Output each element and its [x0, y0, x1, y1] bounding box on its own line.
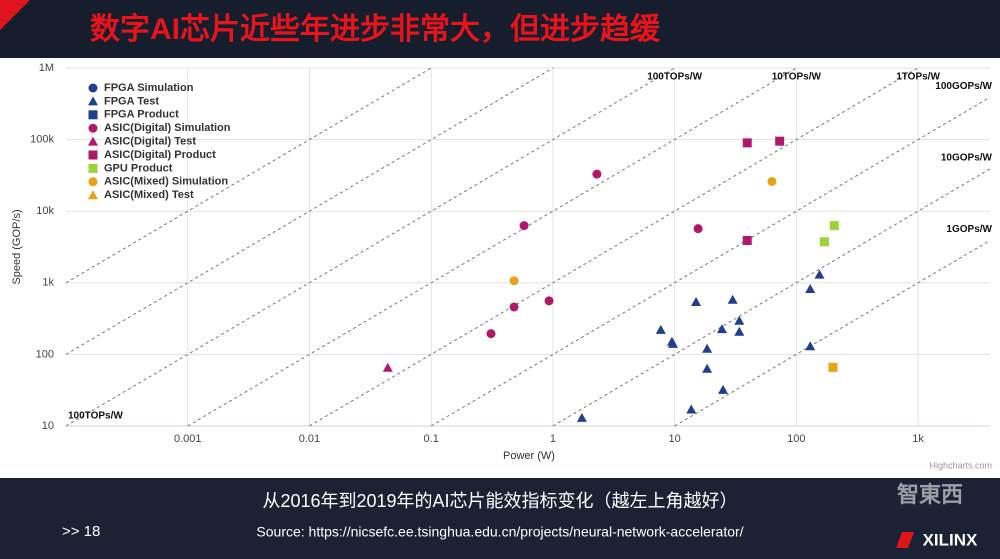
efficiency-line: [187, 67, 797, 427]
point: [544, 296, 554, 306]
point: [727, 294, 738, 304]
efficiency-label: 100TOPs/W: [647, 72, 702, 83]
logo-xilinx: XILINX: [923, 530, 978, 549]
legend-marker: [88, 163, 98, 173]
legend-label: ASIC(Mixed) Test: [104, 189, 194, 201]
point: [775, 136, 785, 146]
y-tick-label: 100: [36, 348, 54, 360]
efficiency-label: 1TOPs/W: [896, 72, 940, 83]
legend-label: GPU Product: [104, 162, 173, 174]
legend-label: FPGA Test: [104, 95, 159, 107]
point: [686, 404, 697, 414]
x-tick-label: 100: [787, 433, 805, 445]
point: [718, 384, 729, 394]
x-tick-label: 0.1: [424, 433, 439, 445]
point: [702, 363, 713, 373]
point: [592, 169, 602, 179]
point: [734, 315, 745, 325]
logo-mark: [896, 532, 914, 548]
bottom-band: [0, 478, 1000, 559]
credits: Highcharts.com: [929, 460, 992, 470]
point: [519, 221, 529, 231]
legend-label: FPGA Product: [104, 109, 179, 121]
x-axis-title: Power (W): [503, 450, 555, 462]
point: [734, 326, 745, 336]
efficiency-line: [65, 67, 554, 355]
y-tick-label: 1k: [42, 277, 54, 289]
legend-marker: [88, 136, 98, 146]
point: [829, 221, 839, 231]
top-band: [0, 0, 1000, 58]
point: [819, 237, 829, 247]
point: [576, 412, 587, 422]
efficiency-line: [65, 67, 432, 284]
legend-marker: [88, 83, 98, 93]
efficiency-label: 100GOPs/W: [935, 81, 992, 92]
chart-bg: [0, 58, 1000, 478]
efficiency-line: [674, 240, 991, 427]
x-tick-label: 0.001: [174, 433, 202, 445]
page-number: >> 18: [62, 523, 100, 540]
y-axis-title: Speed (GOP/s): [11, 209, 23, 284]
efficiency-label: 10GOPs/W: [941, 153, 993, 164]
legend-label: FPGA Simulation: [104, 82, 194, 94]
corner-accent: [0, 0, 30, 30]
x-tick-label: 1k: [912, 433, 924, 445]
point: [805, 283, 816, 293]
x-tick-label: 1: [550, 433, 556, 445]
caption: 从2016年到2019年的AI芯片能效指标变化（越左上角越好）: [262, 491, 737, 511]
point: [668, 338, 679, 348]
logo-cn: 智東西: [897, 482, 963, 507]
x-tick-label: 10: [668, 433, 680, 445]
legend-label: ASIC(Digital) Product: [104, 149, 216, 161]
point: [716, 324, 727, 334]
efficiency-line: [552, 168, 991, 427]
efficiency-line: [430, 96, 991, 427]
point: [702, 343, 713, 353]
point: [486, 329, 496, 339]
point: [655, 324, 666, 334]
legend-label: ASIC(Digital) Test: [104, 136, 196, 148]
legend-marker: [88, 110, 98, 120]
legend-marker: [88, 177, 98, 187]
efficiency-line: [65, 67, 675, 427]
slide-title: 数字AI芯片近些年进步非常大，但进步趋缓: [90, 12, 661, 46]
point: [742, 138, 752, 148]
efficiency-label: 1GOPs/W: [946, 224, 992, 235]
point: [509, 302, 519, 312]
point: [691, 296, 702, 306]
legend-marker: [88, 96, 98, 106]
point: [382, 362, 393, 372]
point: [767, 176, 777, 186]
legend-marker: [88, 123, 98, 133]
point: [805, 341, 816, 351]
legend-marker: [88, 190, 98, 200]
point: [742, 235, 752, 245]
x-tick-label: 0.01: [299, 433, 320, 445]
point: [693, 224, 703, 234]
legend-marker: [88, 150, 98, 160]
point: [814, 269, 825, 279]
y-tick-label: 100k: [30, 134, 54, 146]
point: [828, 362, 838, 372]
y-tick-label: 10k: [36, 205, 54, 217]
y-tick-label: 10: [42, 420, 54, 432]
efficiency-line: [309, 67, 919, 427]
legend-label: ASIC(Mixed) Simulation: [104, 176, 228, 188]
source: Source: https://nicsefc.ee.tsinghua.edu.…: [256, 524, 743, 540]
annotation: 100TOPs/W: [68, 411, 123, 422]
legend-label: ASIC(Digital) Simulation: [104, 122, 231, 134]
point: [509, 276, 519, 286]
y-tick-label: 1M: [39, 62, 54, 74]
efficiency-label: 10TOPs/W: [772, 72, 822, 83]
